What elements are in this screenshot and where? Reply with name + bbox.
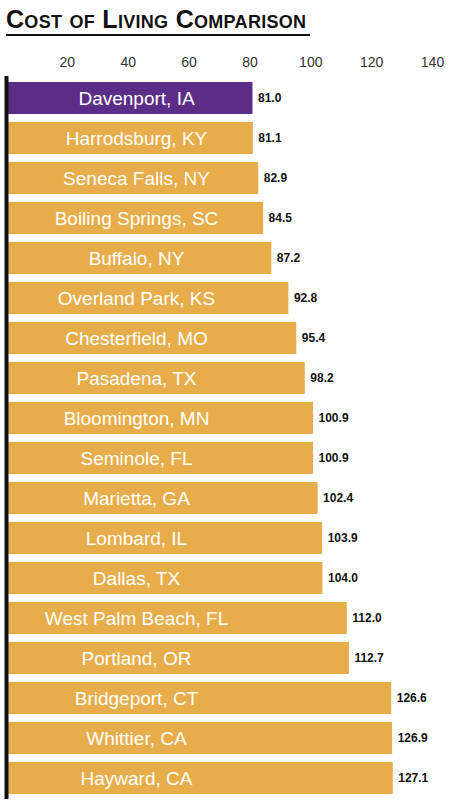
svg-text:102.4: 102.4	[323, 491, 353, 505]
svg-text:103.9: 103.9	[328, 531, 358, 545]
svg-text:100: 100	[299, 54, 323, 70]
svg-text:81.1: 81.1	[258, 131, 282, 145]
svg-text:Bloomington, MN: Bloomington, MN	[64, 408, 210, 429]
svg-text:112.0: 112.0	[352, 611, 382, 625]
svg-text:Hayward, CA: Hayward, CA	[81, 768, 193, 789]
svg-text:Overland Park, KS: Overland Park, KS	[58, 288, 215, 309]
svg-text:127.1: 127.1	[398, 771, 428, 785]
svg-text:20: 20	[60, 54, 76, 70]
svg-text:126.6: 126.6	[397, 691, 427, 705]
svg-text:60: 60	[181, 54, 197, 70]
svg-text:104.0: 104.0	[328, 571, 358, 585]
svg-text:40: 40	[120, 54, 136, 70]
svg-text:126.9: 126.9	[398, 731, 428, 745]
svg-text:87.2: 87.2	[277, 251, 301, 265]
svg-text:Whittier, CA: Whittier, CA	[86, 728, 187, 749]
svg-text:95.4: 95.4	[302, 331, 326, 345]
svg-text:Pasadena, TX: Pasadena, TX	[76, 368, 196, 389]
svg-text:112.7: 112.7	[354, 651, 384, 665]
svg-text:Marietta, GA: Marietta, GA	[83, 488, 190, 509]
svg-text:Lombard, IL: Lombard, IL	[86, 528, 187, 549]
svg-text:Portland, OR: Portland, OR	[82, 648, 192, 669]
svg-text:Buffalo, NY: Buffalo, NY	[89, 248, 185, 269]
svg-text:92.8: 92.8	[294, 291, 318, 305]
svg-text:80: 80	[242, 54, 258, 70]
svg-text:Chesterfield, MO: Chesterfield, MO	[65, 328, 208, 349]
svg-text:84.5: 84.5	[269, 211, 293, 225]
svg-text:Seneca Falls, NY: Seneca Falls, NY	[63, 168, 210, 189]
svg-text:Davenport, IA: Davenport, IA	[78, 88, 194, 109]
html-text:Cost of Living Comparison: Cost of Living Comparison	[6, 5, 307, 33]
svg-text:120: 120	[360, 54, 384, 70]
svg-text:Harrodsburg, KY: Harrodsburg, KY	[66, 128, 208, 149]
svg-text:Seminole, FL: Seminole, FL	[81, 448, 193, 469]
svg-text:100.9: 100.9	[319, 411, 349, 425]
svg-text:100.9: 100.9	[319, 451, 349, 465]
svg-text:98.2: 98.2	[310, 371, 334, 385]
svg-text:140: 140	[421, 54, 445, 70]
svg-text:81.0: 81.0	[258, 91, 282, 105]
svg-text:82.9: 82.9	[264, 171, 288, 185]
svg-text:Boiling Springs, SC: Boiling Springs, SC	[55, 208, 219, 229]
svg-text:West Palm Beach, FL: West Palm Beach, FL	[45, 608, 228, 629]
svg-text:Dallas, TX: Dallas, TX	[93, 568, 181, 589]
svg-text:Bridgeport, CT: Bridgeport, CT	[75, 688, 199, 709]
